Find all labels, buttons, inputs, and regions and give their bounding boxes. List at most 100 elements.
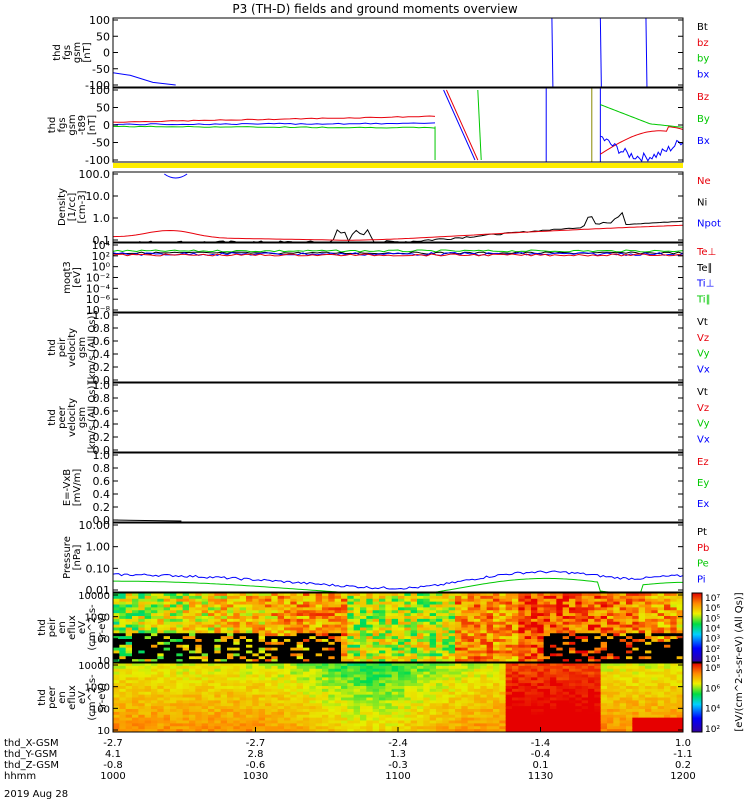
- heatmap-cell: [537, 674, 545, 678]
- heatmap-cell: [581, 636, 589, 640]
- heatmap-cell: [360, 647, 367, 651]
- heatmap-cell: [651, 621, 659, 626]
- heatmap-cell: [543, 647, 551, 651]
- heatmap-cell: [252, 663, 260, 667]
- heatmap-cell: [676, 706, 683, 710]
- heatmap-cell: [569, 686, 576, 690]
- heatmap-cell: [170, 639, 177, 643]
- heatmap-cell: [543, 636, 551, 640]
- heatmap-cell: [246, 700, 253, 704]
- y-tick-label: 1.0: [93, 379, 111, 392]
- y-axis-label-line: (cm^2-s-: [87, 604, 98, 651]
- heatmap-cell: [195, 624, 203, 628]
- heatmap-cell: [461, 711, 469, 716]
- heatmap-cell: [461, 686, 469, 690]
- heatmap-cell: [676, 650, 683, 654]
- heatmap-cell: [119, 633, 127, 637]
- heatmap-cell: [651, 653, 659, 657]
- heatmap-cell: [163, 686, 171, 690]
- heatmap-cell: [524, 703, 532, 707]
- heatmap-cell: [664, 677, 671, 681]
- heatmap-cell: [138, 686, 146, 690]
- heatmap-cell: [113, 703, 120, 707]
- heatmap-cell: [626, 686, 633, 690]
- heatmap-cell: [632, 659, 640, 662]
- heatmap-cell: [423, 613, 431, 617]
- heatmap-cell: [581, 627, 589, 631]
- heatmap-cell: [157, 607, 165, 611]
- heatmap-cell: [518, 677, 526, 681]
- heatmap-cell: [448, 595, 456, 600]
- heatmap-cell: [429, 610, 437, 614]
- heatmap-cell: [645, 644, 652, 649]
- heatmap-cell: [163, 656, 171, 660]
- heatmap-cell: [670, 688, 678, 693]
- heatmap-cell: [575, 665, 583, 670]
- heatmap-cell: [594, 621, 602, 626]
- heatmap-cell: [125, 650, 133, 654]
- heatmap-cell: [512, 636, 519, 640]
- heatmap-cell: [486, 595, 494, 600]
- heatmap-cell: [619, 607, 627, 611]
- heatmap-cell: [448, 700, 456, 704]
- heatmap-cell: [138, 697, 146, 701]
- heatmap-cell: [347, 697, 355, 701]
- heatmap-cell: [144, 601, 152, 605]
- heatmap-cell: [410, 663, 418, 667]
- heatmap-cell: [284, 650, 291, 654]
- heatmap-cell: [195, 598, 203, 603]
- heatmap-cell: [461, 633, 469, 637]
- heatmap-cell: [303, 668, 310, 673]
- heatmap-cell: [347, 613, 355, 617]
- heatmap-cell: [455, 613, 462, 617]
- heatmap-cell: [138, 680, 146, 684]
- heatmap-cell: [360, 627, 367, 631]
- heatmap-cell: [315, 656, 323, 660]
- heatmap-cell: [410, 694, 418, 698]
- heatmap-cell: [341, 694, 348, 698]
- heatmap-cell: [151, 680, 158, 684]
- heatmap-cell: [163, 697, 171, 701]
- heatmap-cell: [182, 688, 190, 693]
- heatmap-cell: [284, 630, 291, 634]
- heatmap-cell: [632, 723, 640, 727]
- heatmap-cell: [613, 630, 621, 634]
- heatmap-cell: [144, 665, 152, 670]
- heatmap-cell: [550, 636, 557, 640]
- heatmap-cell: [385, 680, 393, 684]
- heatmap-cell: [676, 624, 683, 628]
- heatmap-cell: [480, 723, 488, 727]
- heatmap-cell: [550, 683, 557, 687]
- heatmap-cell: [125, 663, 133, 667]
- heatmap-cell: [461, 703, 469, 707]
- heatmap-cell: [436, 729, 443, 732]
- heatmap-cell: [334, 607, 342, 611]
- heatmap-cell: [524, 668, 532, 673]
- y-axis-label: E=-VxB[mV/m]: [62, 469, 83, 507]
- heatmap-cell: [252, 636, 260, 640]
- heatmap-cell: [208, 691, 215, 696]
- heatmap-cell: [144, 677, 152, 681]
- heatmap-cell: [512, 624, 519, 628]
- heatmap-cell: [372, 659, 380, 662]
- heatmap-cell: [391, 688, 399, 693]
- heatmap-cell: [372, 723, 380, 727]
- heatmap-cell: [132, 627, 139, 631]
- heatmap-cell: [429, 671, 437, 675]
- heatmap-cell: [201, 683, 209, 687]
- heatmap-cell: [201, 726, 209, 730]
- heatmap-cell: [537, 659, 545, 662]
- series-bx-spike: [599, 18, 602, 87]
- heatmap-cell: [151, 653, 158, 657]
- heatmap-cell: [296, 717, 304, 721]
- heatmap-cell: [588, 671, 595, 675]
- heatmap-cell: [258, 653, 266, 657]
- heatmap-cell: [493, 683, 500, 687]
- heatmap-cell: [480, 647, 488, 651]
- heatmap-cell: [632, 683, 640, 687]
- heatmap-cell: [322, 656, 329, 660]
- heatmap-cell: [436, 627, 443, 631]
- heatmap-cell: [265, 659, 272, 662]
- legend-Vx: Vx: [697, 434, 710, 445]
- heatmap-cell: [664, 703, 671, 707]
